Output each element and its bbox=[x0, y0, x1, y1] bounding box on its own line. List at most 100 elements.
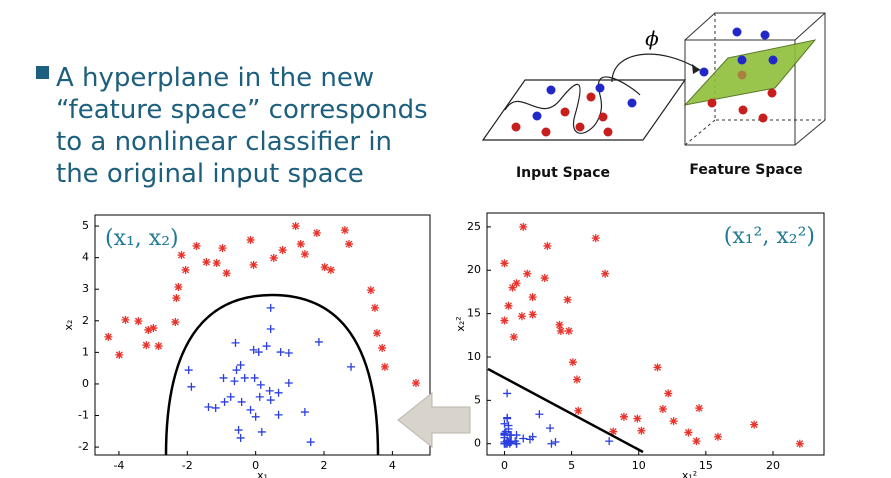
point bbox=[637, 426, 646, 435]
point bbox=[563, 295, 572, 304]
point bbox=[512, 279, 521, 288]
point bbox=[249, 345, 258, 354]
point bbox=[320, 263, 329, 272]
annotation: (x₁², x₂²) bbox=[724, 224, 815, 249]
point bbox=[254, 348, 263, 357]
point bbox=[574, 406, 583, 415]
y-tick-label: -1 bbox=[78, 409, 89, 422]
point bbox=[695, 404, 704, 413]
point bbox=[500, 316, 509, 325]
plot: -4 -2 0 2 4 -2 -1 0 1 2 3 4 5 x₁ x₂ (x₁, x₂) bbox=[62, 214, 431, 478]
point bbox=[274, 410, 283, 419]
point bbox=[250, 373, 259, 382]
point bbox=[236, 433, 245, 442]
point bbox=[177, 251, 186, 260]
plot-frame bbox=[486, 212, 825, 456]
point bbox=[232, 366, 241, 375]
y-tick-label: -2 bbox=[78, 440, 89, 453]
point bbox=[503, 437, 512, 446]
bullet-line: the original input space bbox=[56, 159, 364, 189]
point bbox=[121, 315, 130, 324]
point bbox=[181, 265, 190, 274]
point bbox=[795, 439, 804, 448]
bullet-line: “feature space” corresponds bbox=[56, 95, 428, 125]
y-axis-label: x₂² bbox=[454, 316, 467, 331]
point bbox=[300, 250, 309, 259]
point bbox=[256, 380, 265, 389]
point bbox=[326, 265, 335, 274]
point bbox=[713, 432, 722, 441]
point bbox=[669, 417, 678, 426]
point bbox=[142, 341, 151, 350]
point bbox=[226, 392, 235, 401]
point bbox=[246, 235, 255, 244]
point bbox=[249, 260, 258, 269]
point bbox=[500, 259, 509, 268]
point bbox=[609, 427, 618, 436]
bullet-square bbox=[36, 66, 49, 79]
point bbox=[503, 389, 512, 398]
x-tick-label: -4 bbox=[113, 459, 124, 472]
x-tick-label: -2 bbox=[182, 459, 193, 472]
point bbox=[266, 303, 275, 312]
point bbox=[633, 414, 642, 423]
point bbox=[255, 392, 264, 401]
x-tick-label: 20 bbox=[766, 459, 780, 472]
point bbox=[266, 396, 275, 405]
point bbox=[314, 337, 323, 346]
point bbox=[284, 379, 293, 387]
point bbox=[564, 326, 573, 335]
point bbox=[540, 274, 549, 283]
point bbox=[750, 420, 759, 429]
point bbox=[171, 318, 180, 327]
point bbox=[664, 389, 673, 398]
point bbox=[500, 419, 509, 428]
point bbox=[619, 412, 628, 421]
feature-cube bbox=[684, 12, 826, 146]
point bbox=[257, 427, 266, 436]
point bbox=[306, 438, 315, 447]
point bbox=[504, 421, 513, 430]
point bbox=[278, 246, 287, 255]
y-axis-label: x₂ bbox=[62, 320, 75, 331]
point bbox=[204, 403, 213, 411]
point bbox=[507, 437, 516, 446]
decision-curve bbox=[164, 293, 380, 456]
point bbox=[230, 377, 239, 386]
point bbox=[192, 241, 201, 250]
point bbox=[246, 405, 255, 414]
point bbox=[251, 412, 260, 421]
point bbox=[373, 329, 382, 338]
point bbox=[653, 363, 662, 372]
bullet-line: to a nonlinear classifier in bbox=[56, 127, 392, 157]
decision-line bbox=[487, 367, 644, 454]
x-tick-label: 4 bbox=[389, 459, 396, 472]
transform-arrow bbox=[397, 391, 471, 449]
x-axis-label: x₁² bbox=[682, 469, 697, 478]
point bbox=[555, 320, 564, 329]
point bbox=[347, 362, 356, 371]
point bbox=[512, 431, 521, 440]
point bbox=[519, 222, 528, 231]
point bbox=[500, 430, 509, 439]
point bbox=[312, 229, 321, 237]
point bbox=[237, 397, 246, 406]
point bbox=[115, 350, 124, 359]
point bbox=[568, 358, 577, 367]
feature-dots bbox=[699, 27, 778, 123]
point bbox=[296, 240, 305, 249]
point bbox=[236, 361, 245, 369]
point bbox=[547, 439, 556, 448]
y-tick-label: 2 bbox=[82, 314, 89, 327]
point bbox=[378, 343, 387, 352]
point bbox=[291, 222, 300, 231]
point bbox=[411, 379, 420, 387]
point bbox=[523, 269, 532, 278]
point bbox=[154, 342, 163, 351]
x-tick-label: 15 bbox=[699, 459, 713, 472]
point bbox=[184, 366, 193, 375]
feature-plane bbox=[683, 39, 817, 106]
y-tick-label: 0 bbox=[474, 437, 481, 450]
